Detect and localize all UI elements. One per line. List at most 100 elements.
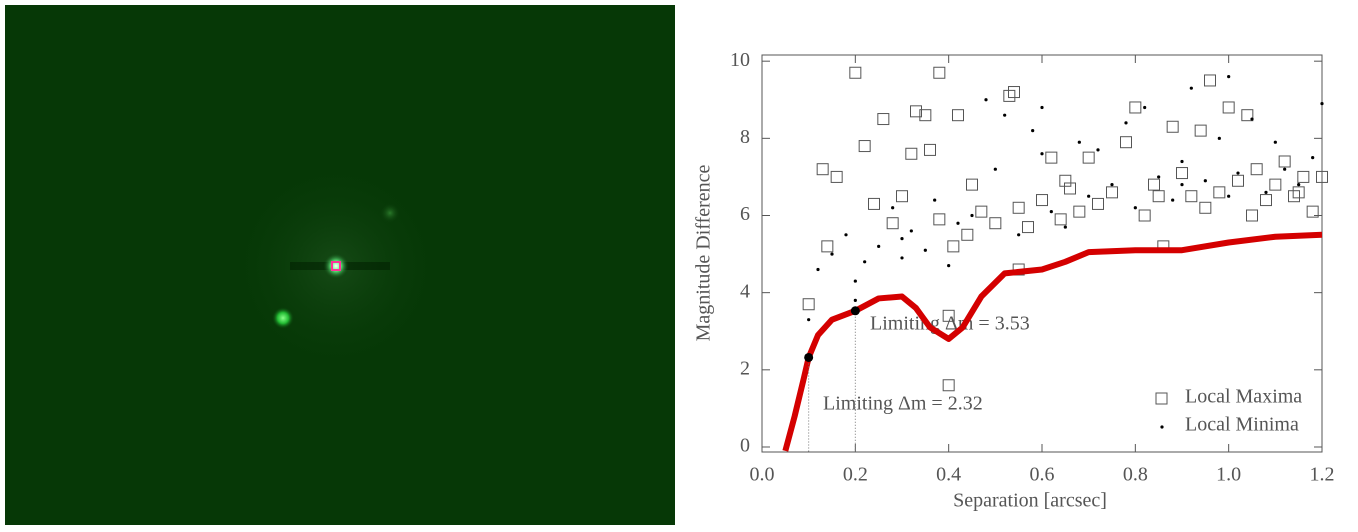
annotation: Limiting Δm = 3.53 bbox=[870, 313, 1030, 335]
maxima-point bbox=[989, 217, 1002, 230]
maxima-point bbox=[886, 217, 899, 230]
minima-point bbox=[863, 260, 867, 264]
legend-label: Local Minima bbox=[1185, 414, 1299, 436]
minima-point bbox=[1203, 179, 1207, 183]
maxima-point bbox=[877, 113, 890, 126]
x-tick-label: 1.0 bbox=[1216, 464, 1241, 486]
maxima-point bbox=[1288, 190, 1300, 203]
legend-marker bbox=[1155, 392, 1168, 405]
y-tick-label: 2 bbox=[740, 357, 750, 379]
maxima-point bbox=[1316, 170, 1328, 183]
maxima-point bbox=[1166, 120, 1179, 133]
maxima-point bbox=[1064, 182, 1076, 195]
minima-point bbox=[1124, 121, 1128, 125]
minima-point bbox=[1171, 198, 1175, 202]
maxima-point bbox=[1073, 205, 1086, 218]
maxima-point bbox=[1246, 209, 1258, 222]
minima-point bbox=[933, 198, 937, 202]
maxima-point bbox=[1106, 186, 1118, 199]
minima-point bbox=[947, 264, 951, 268]
minima-point bbox=[1250, 117, 1254, 121]
minima-point bbox=[1077, 140, 1081, 144]
minima-point bbox=[900, 256, 904, 260]
maxima-point bbox=[952, 109, 964, 122]
companion bbox=[272, 307, 294, 329]
plot: Separation [arcsec] Magnitude Difference… bbox=[693, 49, 1335, 512]
x-tick-label: 0.4 bbox=[936, 464, 961, 486]
minima-point bbox=[1063, 225, 1067, 229]
maxima-point bbox=[924, 143, 936, 156]
maxima-point bbox=[821, 240, 834, 253]
x-tick-label: 0.0 bbox=[750, 464, 775, 486]
maxima-point bbox=[1120, 136, 1132, 149]
maxima-point bbox=[1082, 151, 1095, 164]
minima-point bbox=[844, 233, 848, 237]
minima-point bbox=[1110, 183, 1114, 187]
maxima-point bbox=[1148, 178, 1160, 191]
maxima-point bbox=[1250, 163, 1263, 176]
legend-marker bbox=[1160, 425, 1164, 429]
minima-point bbox=[1273, 140, 1277, 144]
minima-point bbox=[853, 298, 857, 302]
minima-point bbox=[1283, 167, 1287, 171]
minima-point bbox=[891, 206, 895, 210]
y-axis-label: Magnitude Difference bbox=[693, 164, 715, 341]
maxima-point bbox=[942, 379, 955, 392]
maxima-point bbox=[961, 228, 974, 241]
limit-point bbox=[804, 352, 814, 362]
minima-point bbox=[1133, 206, 1137, 210]
maxima-point bbox=[1176, 167, 1188, 180]
minima-point bbox=[877, 244, 881, 248]
maxima-point bbox=[1022, 221, 1034, 234]
minima-point bbox=[970, 213, 974, 218]
x-tick-label: 0.2 bbox=[843, 464, 868, 486]
minima-point bbox=[956, 221, 960, 225]
maxima-point bbox=[868, 197, 880, 210]
minima-point bbox=[1096, 148, 1100, 152]
maxima-point bbox=[1152, 190, 1165, 203]
maxima-point bbox=[1185, 190, 1198, 203]
maxima-point bbox=[942, 309, 955, 322]
minima-point bbox=[909, 229, 913, 233]
maxima-point bbox=[933, 66, 946, 79]
maxima-point bbox=[1059, 174, 1072, 187]
y-tick-label: 0 bbox=[740, 435, 750, 457]
minima-point bbox=[853, 279, 857, 283]
minima-point bbox=[923, 248, 927, 252]
minima-point bbox=[1311, 156, 1315, 160]
minima-point bbox=[1217, 136, 1221, 140]
limit-point bbox=[850, 306, 860, 316]
minima-point bbox=[1143, 105, 1147, 110]
maxima-point bbox=[919, 109, 932, 122]
maxima-point bbox=[1222, 101, 1235, 114]
maxima-point bbox=[858, 140, 871, 153]
x-axis-label: Separation [arcsec] bbox=[953, 490, 1107, 512]
annotation: Limiting Δm = 2.32 bbox=[823, 393, 983, 415]
maxima-point bbox=[1297, 170, 1310, 183]
minima-point bbox=[807, 318, 811, 322]
maxima-point bbox=[1241, 109, 1254, 122]
y-tick-label: 8 bbox=[740, 126, 750, 148]
limit-curve bbox=[782, 231, 1323, 452]
minima-point bbox=[1297, 183, 1301, 187]
maxima-point bbox=[1036, 194, 1048, 207]
minima-point bbox=[984, 98, 988, 102]
maxima-point bbox=[1278, 155, 1291, 168]
primary-star bbox=[323, 253, 349, 279]
maxima-point bbox=[1092, 197, 1104, 210]
minima-point bbox=[1087, 194, 1091, 198]
star-marker bbox=[331, 261, 341, 271]
maxima-point bbox=[1138, 209, 1151, 222]
x-tick-label: 0.8 bbox=[1123, 464, 1148, 486]
minima-point bbox=[1040, 152, 1044, 156]
minima-point bbox=[1189, 86, 1193, 90]
minima-point bbox=[1227, 75, 1231, 79]
minima-point bbox=[1049, 210, 1053, 214]
x-tick-label: 1.2 bbox=[1310, 464, 1335, 486]
maxima-point bbox=[1129, 101, 1142, 114]
maxima-point bbox=[1204, 74, 1216, 87]
minima-point bbox=[1264, 190, 1268, 194]
maxima-point bbox=[1194, 124, 1207, 137]
